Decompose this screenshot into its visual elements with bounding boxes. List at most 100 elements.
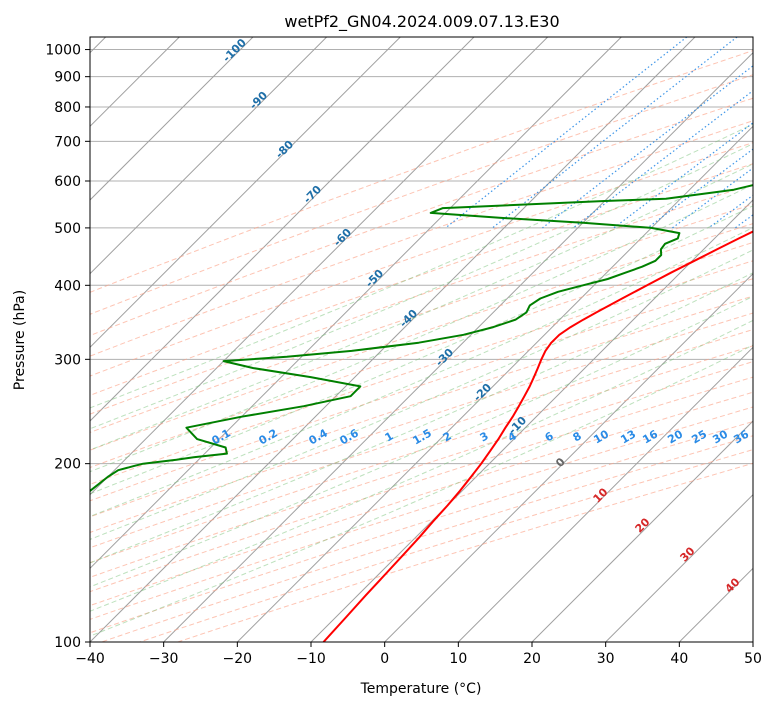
isotherm-line <box>752 641 753 642</box>
isotherm-line <box>531 420 753 642</box>
x-tick-label: −10 <box>296 651 326 667</box>
dry-adiabat-line <box>90 241 753 469</box>
mixing-ratio-label: 10 <box>591 427 611 446</box>
temperature-profile <box>322 230 753 642</box>
dry-adiabat-line <box>90 329 753 549</box>
dry-adiabat-label: -40 <box>397 307 420 330</box>
dry-adiabat-label: -60 <box>331 226 354 249</box>
dry-adiabat-label: -30 <box>433 346 456 369</box>
isotherm-line <box>90 37 254 201</box>
moist-adiabat-line <box>90 226 753 517</box>
x-tick-label: −30 <box>149 651 179 667</box>
moist-adiabat-line <box>90 295 753 588</box>
x-tick-label: 0 <box>380 651 389 667</box>
y-tick-label: 100 <box>54 635 81 651</box>
dewpoint-profile <box>90 184 753 493</box>
x-tick-label: 10 <box>449 651 467 667</box>
mixing-ratio-line <box>492 37 738 229</box>
isotherm-line <box>90 37 475 422</box>
isotherm-line <box>605 493 753 642</box>
y-tick-label: 800 <box>54 100 81 116</box>
dry-adiabat-line <box>90 260 753 485</box>
moist-adiabat-line <box>90 205 753 495</box>
y-tick-label: 500 <box>54 221 81 237</box>
moist-adiabat-line <box>90 319 753 612</box>
isotherm-line <box>90 37 328 275</box>
y-tick-label: 400 <box>54 278 81 294</box>
isotherm-line <box>90 37 696 642</box>
mixing-ratio-label: 0.6 <box>338 426 362 447</box>
moist-adiabat-label: 20 <box>633 515 653 535</box>
dry-adiabat-line <box>90 183 753 415</box>
dry-adiabat-line <box>90 203 753 433</box>
dry-adiabat-line <box>90 142 753 377</box>
dry-adiabat-label: -50 <box>363 267 386 290</box>
dry-adiabat-line <box>90 278 753 502</box>
x-axis-title: Temperature (°C) <box>360 681 482 697</box>
isotherm-line <box>384 272 753 642</box>
dry-adiabat-line <box>90 361 753 578</box>
isotherm-line <box>163 51 753 642</box>
x-tick-label: 30 <box>597 651 615 667</box>
mixing-ratio-label: 13 <box>618 428 638 447</box>
y-tick-label: 700 <box>54 134 81 150</box>
y-tick-label: 200 <box>54 457 81 473</box>
dry-adiabat-line <box>90 295 753 518</box>
chart-title: wetPf2_GN04.2024.009.07.13.E30 <box>284 12 559 32</box>
dry-adiabat-line <box>90 223 753 451</box>
dry-adiabat-line <box>90 345 753 564</box>
mixing-ratio-label: 0.4 <box>307 426 331 447</box>
isotherm-line <box>90 37 401 349</box>
mixing-ratio-label: 3 <box>478 429 491 444</box>
moist-adiabat-line <box>90 249 753 540</box>
mixing-ratio-line <box>672 167 753 229</box>
dry-adiabat-line <box>90 163 753 396</box>
moist-adiabat-line <box>90 272 753 564</box>
y-tick-label: 300 <box>54 352 81 368</box>
dry-adiabat-label: -100 <box>220 36 249 65</box>
moist-adiabat-line <box>90 163 753 451</box>
moist-adiabat-label: 0 <box>553 455 568 470</box>
x-tick-label: 50 <box>744 651 762 667</box>
mixing-ratio-label: 0.2 <box>257 426 280 447</box>
mixing-ratio-line <box>542 65 753 229</box>
y-tick-label: 900 <box>54 70 81 86</box>
y-axis-title: Pressure (hPa) <box>12 290 28 390</box>
dry-adiabat-line <box>90 376 753 593</box>
mixing-ratio-line <box>572 89 753 229</box>
y-tick-label: 600 <box>54 174 81 190</box>
dry-adiabat-line <box>90 74 753 315</box>
y-tick-label: 1000 <box>45 43 81 59</box>
moist-adiabat-line <box>90 344 753 637</box>
x-tick-label: −20 <box>223 651 253 667</box>
isotherm-line <box>236 125 753 642</box>
mixing-ratio-label: 1 <box>383 429 396 444</box>
mixing-ratio-label: 25 <box>689 428 709 447</box>
moist-adiabat-line <box>90 183 753 473</box>
isotherm-line <box>90 37 549 496</box>
moist-adiabat-line <box>90 123 753 409</box>
x-tick-label: −40 <box>75 651 105 667</box>
dry-adiabat-label: -70 <box>301 183 324 206</box>
mixing-ratio-label: 6 <box>543 429 556 444</box>
x-tick-label: 40 <box>670 651 688 667</box>
moist-adiabat-line <box>90 143 753 430</box>
moist-adiabat-label: 40 <box>723 575 743 595</box>
dry-adiabat-line <box>90 50 753 293</box>
moist-adiabat-label: 10 <box>591 485 611 505</box>
dry-adiabat-line <box>90 97 753 337</box>
dry-adiabat-line <box>90 391 753 607</box>
mixing-ratio-label: 20 <box>665 427 685 446</box>
mixing-ratio-line <box>734 214 753 229</box>
x-tick-label: 20 <box>523 651 541 667</box>
isotherm-line <box>310 199 753 642</box>
plot-frame <box>89 36 754 643</box>
moist-adiabat-label: 30 <box>678 544 698 564</box>
dry-adiabat-label: -90 <box>247 89 270 112</box>
isotherm-line <box>90 37 622 570</box>
mixing-ratio-label: 30 <box>710 427 730 446</box>
dry-adiabat-line <box>90 312 753 533</box>
mixing-ratio-label: 8 <box>571 429 584 444</box>
